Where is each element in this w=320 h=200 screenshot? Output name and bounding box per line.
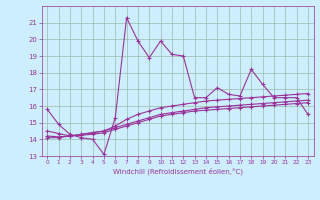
X-axis label: Windchill (Refroidissement éolien,°C): Windchill (Refroidissement éolien,°C) [113,168,243,175]
